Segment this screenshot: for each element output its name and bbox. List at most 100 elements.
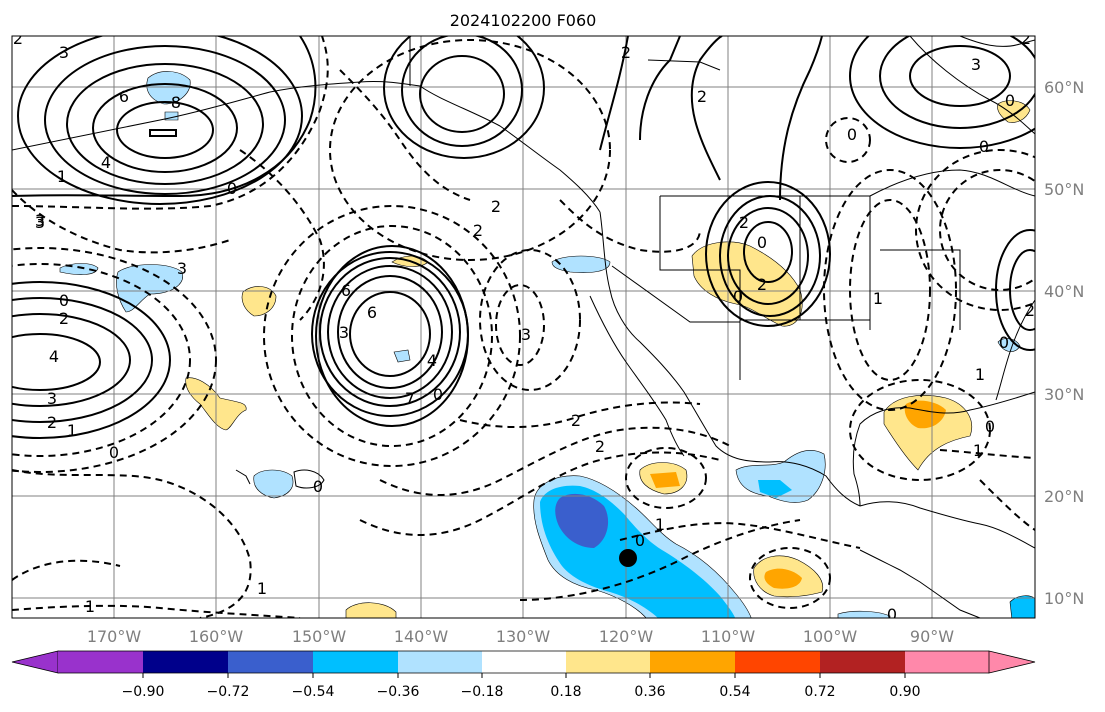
contour-label: 1 (85, 597, 95, 616)
contour-label: 2 (47, 413, 57, 432)
contour-label: 3 (35, 213, 45, 232)
contour-label: 2 (757, 275, 767, 294)
lat-label: 40°N (1044, 282, 1084, 301)
lon-label: 90°W (910, 627, 954, 646)
contour-labels: 2 3 6 8 4 1 0 3 2 2 2 2 2 3 6 0 2 4 3 2 … (13, 29, 1035, 624)
lon-label: 160°W (189, 627, 244, 646)
contour-label: 3 (339, 323, 349, 342)
lat-label: 10°N (1044, 589, 1084, 608)
contour-label: 1 (873, 289, 883, 308)
storm-position-marker (619, 549, 637, 567)
colorbar-segment (398, 651, 482, 673)
contour-label: 3 (59, 43, 69, 62)
contour-label: 0 (985, 417, 995, 436)
colorbar-tick-label: −0.54 (292, 684, 335, 700)
colorbar-segment (566, 651, 650, 673)
contour-label: 2 (491, 197, 501, 216)
contour-label: 3 (971, 55, 981, 74)
colorbar-segment (313, 651, 398, 673)
lon-label: 140°W (394, 627, 449, 646)
contour-label: 2 (59, 309, 69, 328)
contour-label: 0 (227, 179, 237, 198)
contour-label: 3 (47, 389, 57, 408)
contour-label: 0 (313, 477, 323, 496)
colorbar-segment (482, 651, 566, 673)
contour-label: 3 (521, 325, 531, 344)
map-title: 2024102200 F060 (450, 11, 597, 30)
contour-label: 1 (975, 365, 985, 384)
contour-label: 1 (67, 421, 77, 440)
lon-label: 100°W (803, 627, 858, 646)
graticule (12, 36, 1035, 618)
shaded-regions (59, 71, 1035, 618)
coastlines (12, 36, 1035, 618)
lon-label: 110°W (701, 627, 756, 646)
colorbar: −0.90 −0.72 −0.54 −0.36 −0.18 0.18 0.36 … (11, 650, 1036, 700)
contour-label: 0 (999, 333, 1009, 352)
lon-label: 120°W (599, 627, 654, 646)
colorbar-segment (143, 651, 228, 673)
colorbar-segment (905, 651, 989, 673)
contour-label: 2 (571, 411, 581, 430)
contour-label: 4 (101, 153, 111, 172)
colorbar-segment (650, 651, 735, 673)
contour-label: 3 (177, 259, 187, 278)
contour-label: 2 (739, 213, 749, 232)
lat-label: 60°N (1044, 78, 1084, 97)
contour-label: 7 (405, 389, 415, 408)
contour-label: 2 (473, 221, 483, 240)
colorbar-tick-label: −0.18 (461, 684, 504, 700)
contour-label: 1 (655, 515, 665, 534)
contour-label: 2 (595, 437, 605, 456)
colorbar-segment (228, 651, 313, 673)
lat-label: 50°N (1044, 180, 1084, 199)
contour-label: 0 (757, 233, 767, 252)
colorbar-segment (820, 651, 905, 673)
colorbar-tick-label: −0.36 (377, 684, 420, 700)
contour-label: 2 (13, 29, 23, 48)
contour-label: 8 (171, 93, 181, 112)
colorbar-tick-label: −0.90 (122, 684, 165, 700)
map-area: 2 3 6 8 4 1 0 3 2 2 2 2 2 3 6 0 2 4 3 2 … (12, 29, 1035, 624)
contour-label: 0 (109, 443, 119, 462)
lon-label: 150°W (292, 627, 347, 646)
contour-label: 3 (35, 211, 45, 230)
colorbar-tick-label: 0.90 (889, 684, 920, 700)
contour-label: 6 (119, 87, 129, 106)
contour-label: 0 (887, 605, 897, 624)
lon-label: 170°W (87, 627, 142, 646)
contour-label: 2 (621, 43, 631, 62)
contour-label: 0 (59, 291, 69, 310)
contour-label: 6 (367, 303, 377, 322)
colorbar-tick-label: −0.72 (207, 684, 250, 700)
contour-label: 0 (733, 287, 743, 306)
contour-label: 1 (973, 441, 983, 460)
contour-label: 0 (433, 385, 443, 404)
contour-label: 4 (49, 347, 59, 366)
lat-label: 30°N (1044, 385, 1084, 404)
lat-label: 20°N (1044, 487, 1084, 506)
colorbar-tick-label: 0.36 (634, 684, 665, 700)
colorbar-extend-low (11, 650, 59, 674)
colorbar-segment (735, 651, 820, 673)
contour-label: 6 (341, 281, 351, 300)
lon-label: 130°W (496, 627, 551, 646)
colorbar-segment (58, 651, 143, 673)
contour-label: 2 (697, 87, 707, 106)
map-frame (11, 35, 1036, 619)
contours (12, 36, 1035, 618)
contour-label: 0 (979, 137, 989, 156)
contour-label: 2 (1021, 29, 1031, 48)
contour-label: 0 (635, 531, 645, 550)
contour-label: 2 (1025, 301, 1035, 320)
contour-label: 0 (1005, 91, 1015, 110)
contour-label: 1 (257, 579, 267, 598)
colorbar-tick-label: 0.72 (804, 684, 835, 700)
contour-label: 1 (57, 167, 67, 186)
latitude-labels: 60°N 50°N 40°N 30°N 20°N 10°N (1044, 78, 1084, 608)
contour-label: 0 (847, 125, 857, 144)
colorbar-extend-high (988, 650, 1036, 674)
colorbar-tick-label: 0.18 (550, 684, 581, 700)
contour-label: 4 (427, 351, 437, 370)
